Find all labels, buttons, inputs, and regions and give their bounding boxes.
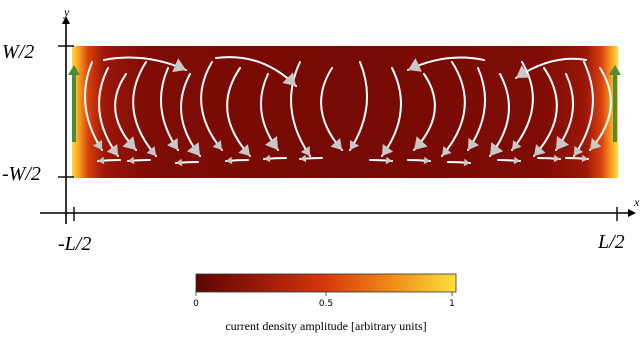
streamline-arrowhead	[512, 140, 522, 150]
streamline-arrowhead	[556, 136, 570, 150]
streamline-arrowhead	[186, 142, 200, 156]
streamline-arrowhead	[106, 144, 118, 156]
streamline-0	[83, 61, 103, 151]
streamline-arrowhead	[146, 146, 156, 156]
streamline-arrowhead	[166, 138, 178, 150]
streamline-arrowhead	[98, 156, 105, 165]
streamline-arrowhead	[226, 156, 233, 165]
streamline-arrowhead	[468, 138, 480, 150]
current-streamlines	[83, 56, 612, 167]
streamline-arrowhead	[282, 72, 296, 86]
streamline-arrowhead	[516, 65, 530, 78]
y-label-bottom: -W/2	[2, 163, 41, 185]
streamline-arrowhead	[300, 146, 310, 156]
streamline-arrowhead	[264, 154, 271, 163]
streamline-arrowhead	[92, 140, 102, 150]
streamline-arrowhead	[176, 158, 183, 167]
streamline-26	[573, 61, 594, 157]
x-axis-name: x	[633, 195, 640, 209]
streamline-arrowhead	[238, 144, 250, 156]
streamline-arrowhead	[330, 138, 342, 150]
streamline-arrowhead	[212, 140, 222, 150]
streamline-1	[98, 67, 119, 157]
streamline-arrowhead	[574, 146, 584, 156]
x-label-right: L/2	[597, 231, 625, 253]
streamline-24	[533, 67, 558, 157]
streamline-3	[132, 61, 157, 157]
streamline-7	[226, 67, 251, 157]
streamline-27	[589, 67, 612, 151]
colorbar-tick-label-0: 0	[193, 299, 199, 309]
streamline-arrowhead	[122, 136, 136, 150]
streamline-arrowhead	[300, 154, 307, 163]
current-density-field	[72, 46, 618, 178]
streamline-arrowhead	[414, 136, 428, 150]
streamline-arrowhead	[490, 142, 504, 156]
streamline-arrowhead	[423, 156, 430, 165]
streamline-arrowhead	[513, 156, 520, 165]
streamline-arrowhead	[382, 144, 394, 156]
streamline-arrowhead	[264, 136, 278, 150]
colorbar-title: current density amplitude [arbitrary uni…	[225, 319, 426, 333]
streamline-arrowhead	[385, 156, 392, 165]
colorbar-tick-label-05: 0.5	[319, 299, 333, 309]
streamline-10	[320, 67, 343, 151]
streamline-20	[441, 61, 466, 157]
streamline-arrowhead	[590, 138, 602, 150]
streamline-arrowhead	[534, 144, 546, 156]
streamline-17	[349, 61, 369, 151]
streamline-arrowhead	[172, 58, 186, 73]
x-label-left: -L/2	[58, 233, 91, 255]
streamline-6	[200, 61, 223, 151]
streamline-arrowhead	[553, 154, 560, 163]
y-label-top: W/2	[2, 41, 34, 63]
streamline-arrowhead	[442, 146, 452, 156]
y-axis-name: y	[63, 5, 70, 19]
colorbar	[195, 273, 457, 293]
streamline-arrowhead	[350, 140, 360, 150]
streamline-arrowhead	[463, 158, 470, 167]
streamline-18	[381, 67, 402, 157]
streamline-arrowhead	[581, 154, 588, 163]
streamline-9	[290, 61, 311, 157]
streamline-arrowhead	[408, 58, 422, 72]
colorbar-tick-label-1: 1	[449, 299, 455, 309]
streamline-arrowhead	[128, 156, 135, 165]
